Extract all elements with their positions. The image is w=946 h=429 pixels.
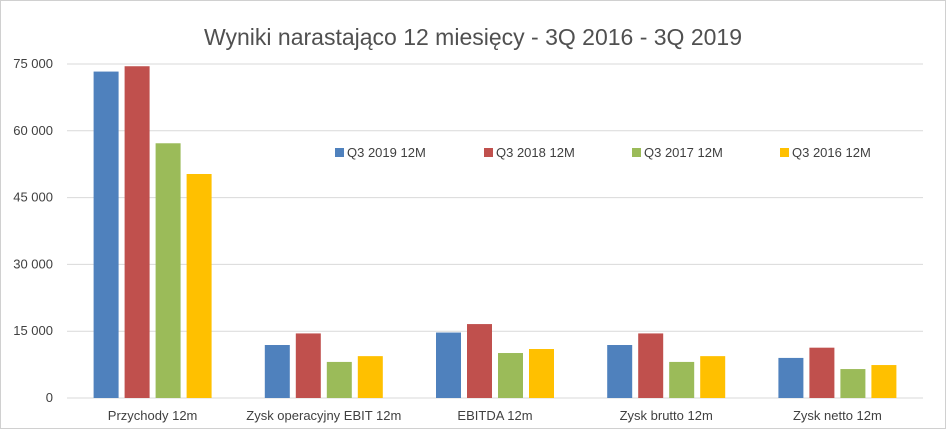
bar: [498, 353, 523, 398]
bar: [295, 333, 321, 398]
bar: [467, 324, 492, 398]
x-category-label: Zysk operacyjny EBIT 12m: [246, 408, 401, 423]
y-tick-label: 0: [46, 390, 53, 405]
x-category-label: Zysk brutto 12m: [620, 408, 713, 423]
bar: [840, 369, 866, 398]
bar: [93, 71, 119, 398]
legend-swatch: [335, 148, 344, 157]
bar: [436, 332, 461, 398]
bar: [357, 356, 383, 398]
legend-swatch: [632, 148, 641, 157]
legend: Q3 2019 12M Q3 2018 12M Q3 2017 12M Q3 2016…: [335, 145, 871, 160]
bar: [155, 143, 181, 398]
x-axis-categories: Przychody 12m Zysk operacyjny EBIT 12m EBI…: [108, 408, 882, 423]
bar: [529, 349, 554, 398]
bar: [264, 345, 290, 398]
bar: [186, 173, 212, 398]
bar: [809, 347, 835, 398]
bar: [326, 361, 352, 398]
bar: [669, 361, 695, 398]
bar: [700, 356, 726, 398]
y-tick-label: 45 000: [13, 190, 53, 205]
y-axis-ticks: 0 15 000 30 000 45 000 60 000 75 000: [13, 56, 53, 405]
bar: [871, 365, 897, 398]
x-category-label: Przychody 12m: [108, 408, 198, 423]
bar: [607, 345, 633, 398]
x-category-label: EBITDA 12m: [457, 408, 532, 423]
legend-label: Q3 2016 12M: [792, 145, 871, 160]
legend-swatch: [484, 148, 493, 157]
legend-label: Q3 2019 12M: [347, 145, 426, 160]
legend-label: Q3 2018 12M: [496, 145, 575, 160]
bar: [638, 333, 664, 398]
y-tick-label: 60 000: [13, 123, 53, 138]
legend-label: Q3 2017 12M: [644, 145, 723, 160]
legend-swatch: [780, 148, 789, 157]
bar: [778, 357, 804, 398]
chart-title: Wyniki narastająco 12 miesięcy - 3Q 2016…: [204, 24, 742, 50]
bar: [124, 66, 150, 398]
bars: [93, 66, 897, 398]
y-tick-label: 15 000: [13, 323, 53, 338]
y-tick-label: 30 000: [13, 256, 53, 271]
y-tick-label: 75 000: [13, 56, 53, 71]
x-category-label: Zysk netto 12m: [793, 408, 882, 423]
